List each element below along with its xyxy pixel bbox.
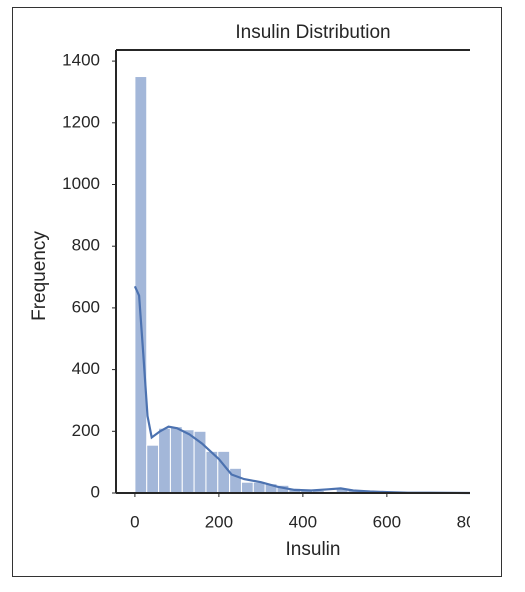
y-tick-label: 800 (72, 236, 100, 255)
bar (146, 444, 160, 494)
bar (158, 427, 171, 494)
y-tick-label: 400 (72, 359, 100, 378)
bar (134, 76, 148, 494)
bar (240, 481, 254, 494)
x-tick-label: 600 (373, 512, 401, 531)
chart-title: Insulin Distribution (235, 22, 390, 43)
y-tick-label: 0 (91, 482, 100, 501)
bar (169, 426, 183, 494)
bar (193, 430, 207, 494)
kde-line (133, 285, 470, 495)
bar (181, 429, 195, 494)
x-tick-label: 200 (205, 512, 233, 531)
y-tick-label: 200 (72, 421, 100, 440)
x-tick-label: 0 (130, 512, 139, 531)
y-axis-label: Frequency (29, 231, 50, 321)
x-tick-label: 400 (289, 512, 317, 531)
y-tick-label: 1400 (62, 51, 100, 70)
x-tick-label: 800 (457, 512, 485, 531)
bar (229, 467, 242, 494)
y-tick-label: 1200 (62, 112, 100, 131)
bar (217, 450, 231, 494)
y-tick-label: 600 (72, 297, 100, 316)
x-axis-label: Insulin (286, 539, 341, 560)
y-tick-label: 1000 (62, 174, 100, 193)
